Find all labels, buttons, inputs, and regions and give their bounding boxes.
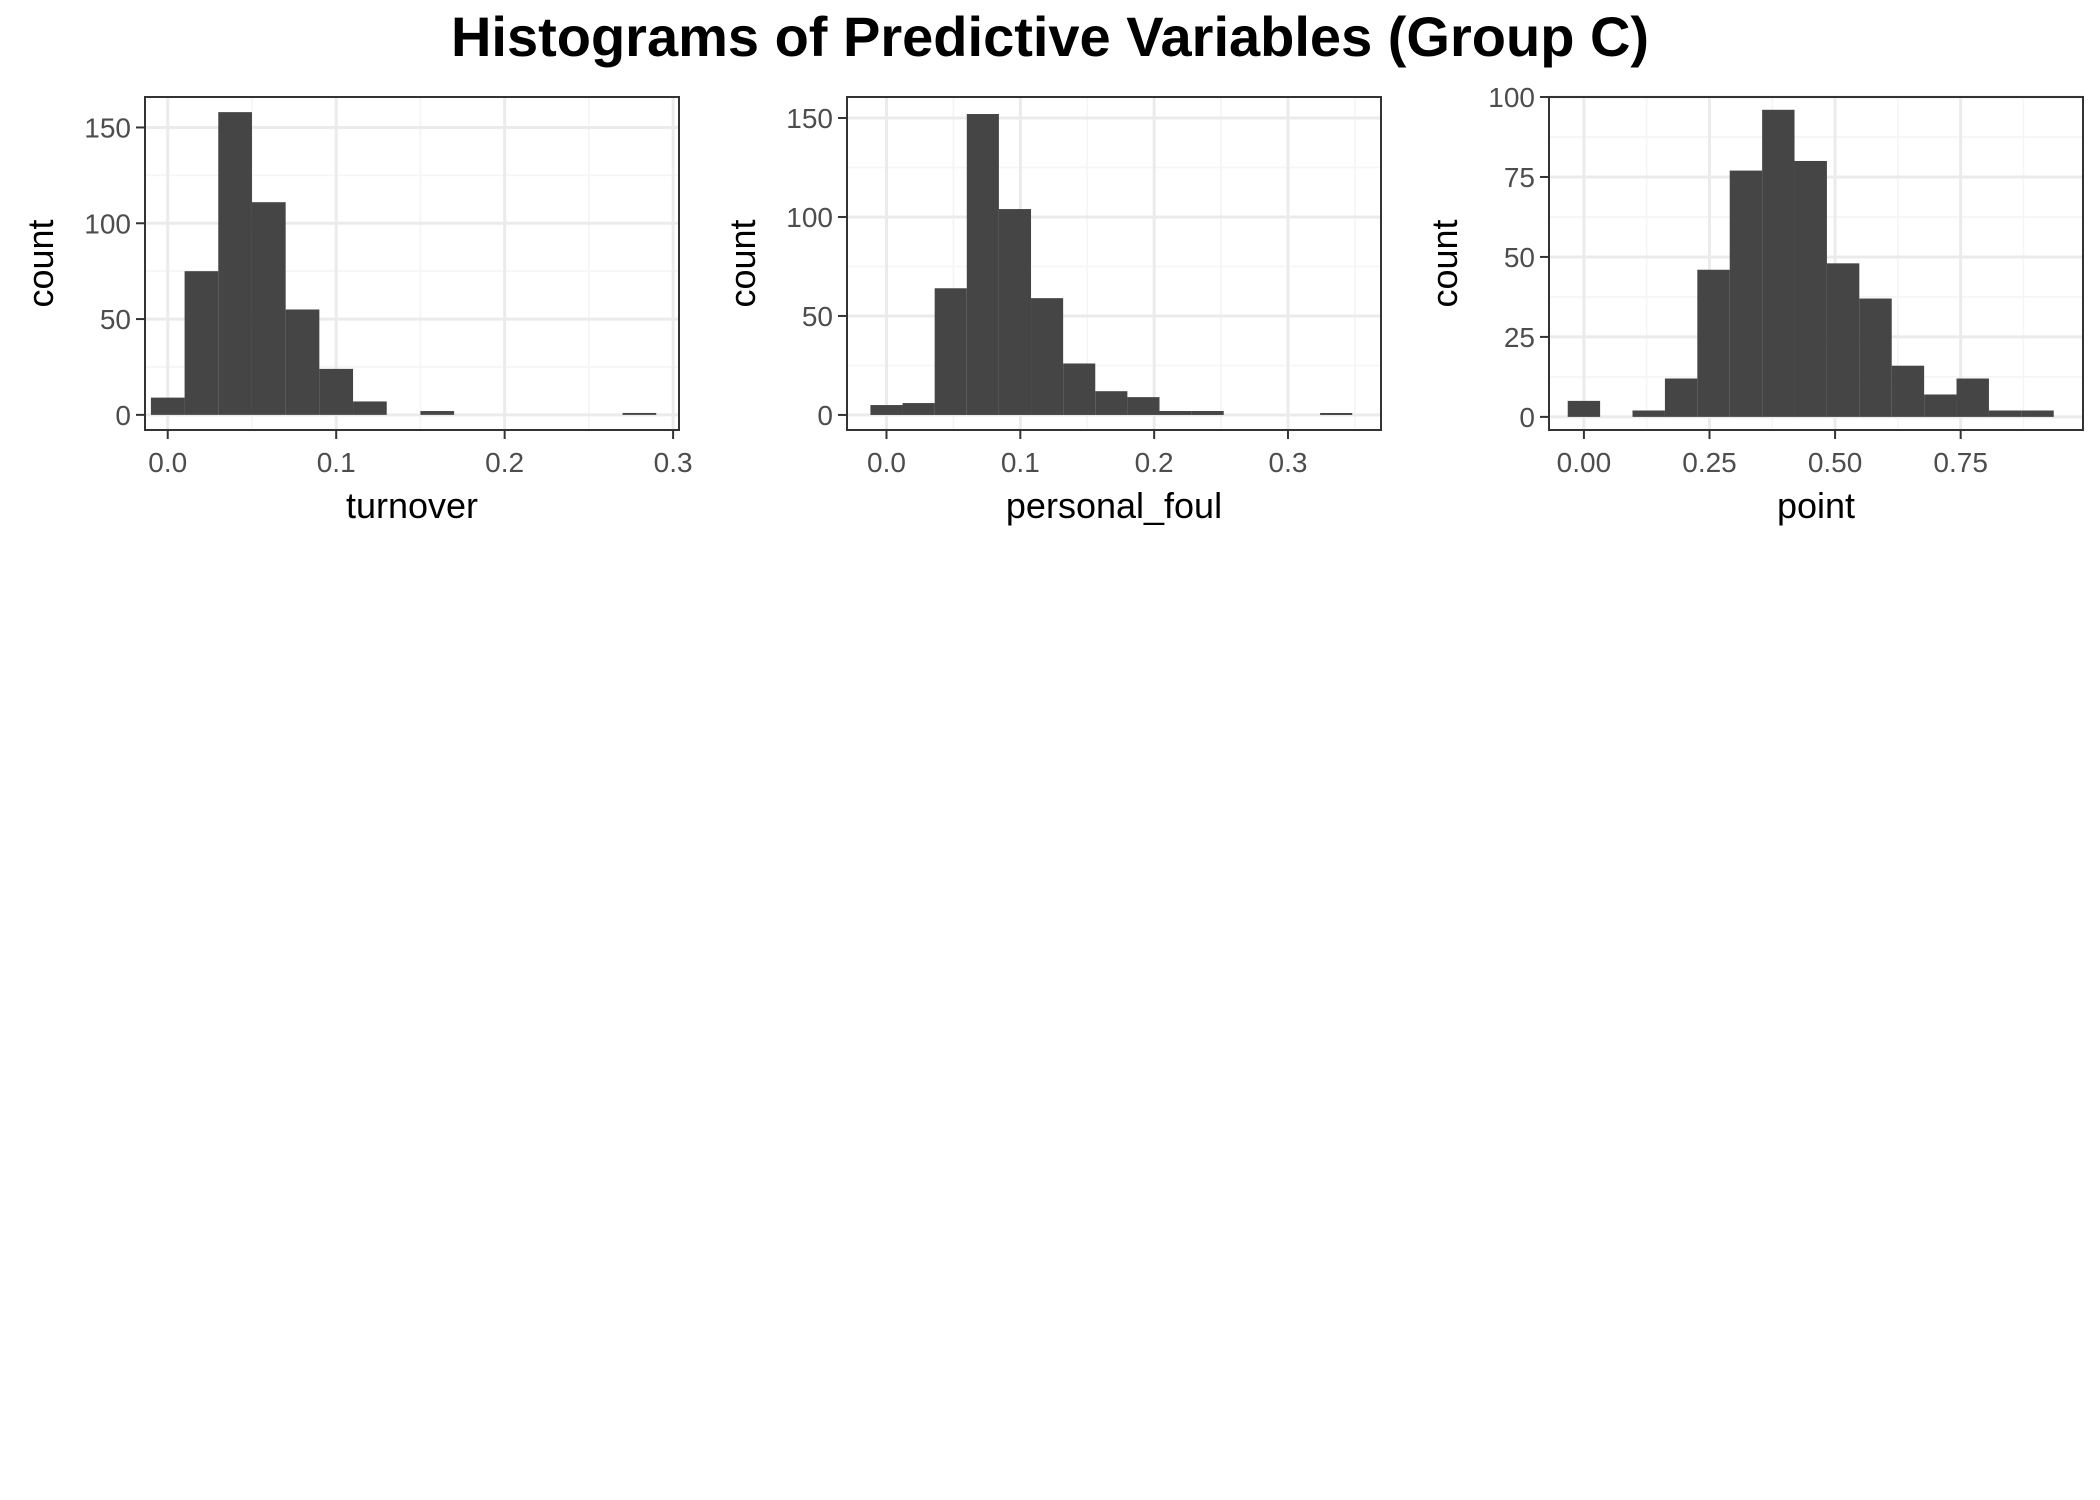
histogram-bar: [1826, 263, 1860, 417]
x-tick-label: 0.25: [1682, 447, 1737, 478]
page-title: Histograms of Predictive Variables (Grou…: [450, 5, 1650, 68]
histogram-bar: [966, 114, 999, 415]
x-tick-label: 0.2: [1135, 447, 1174, 478]
histogram-bar: [1762, 109, 1795, 417]
y-tick-label: 100: [1488, 82, 1535, 113]
histogram-bar: [1859, 298, 1892, 417]
y-tick-label: 150: [84, 112, 131, 143]
y-tick-label: 25: [1504, 322, 1535, 353]
x-tick-label: 0.1: [317, 447, 356, 478]
histogram-bar: [353, 401, 387, 415]
histogram-bar: [902, 403, 935, 415]
y-tick-label: 50: [100, 304, 131, 335]
histogram-bar: [319, 368, 354, 415]
histogram-bar: [1924, 394, 1957, 417]
y-axis-title: count: [20, 219, 61, 307]
histogram-bar: [285, 309, 320, 415]
histogram-bar: [2021, 410, 2054, 417]
y-tick-label: 0: [817, 400, 833, 431]
histogram-bar: [251, 202, 286, 415]
histogram-bar: [1159, 410, 1192, 415]
y-tick-label: 150: [786, 103, 833, 134]
panel-border: [846, 96, 1382, 431]
x-axis-title: point: [1777, 485, 1855, 526]
histogram-bar: [1095, 391, 1128, 415]
histogram-bar: [998, 209, 1032, 415]
histogram-bar: [1567, 400, 1601, 417]
histogram-bar: [934, 288, 967, 415]
y-tick-label: 75: [1504, 162, 1535, 193]
x-tick-label: 0.00: [1557, 447, 1612, 478]
x-axis-title: turnover: [346, 485, 478, 526]
x-axis-title: personal_foul: [1006, 485, 1222, 526]
histogram-bar: [1891, 365, 1925, 417]
y-tick-label: 0: [115, 400, 131, 431]
x-tick-label: 0.0: [867, 447, 906, 478]
histogram-panel-turnover: 0 50 100 150 0.0 0.1 0.2 0.3 turnover count: [20, 96, 693, 526]
y-tick-label: 50: [1504, 242, 1535, 273]
x-tick-label: 0.1: [1001, 447, 1040, 478]
histogram-panel-personal-foul: 0 50 100 150 0.0 0.1 0.2 0.3 personal_foul count: [722, 96, 1382, 526]
histogram-bar: [1988, 410, 2022, 417]
histogram-bar: [1031, 298, 1064, 415]
histogram-bar: [1191, 410, 1224, 415]
x-tick-label: 0.50: [1808, 447, 1863, 478]
histogram-bar: [1063, 363, 1096, 415]
y-axis-title: count: [1424, 219, 1465, 307]
y-tick-label: 50: [802, 301, 833, 332]
y-axis-title: count: [722, 219, 763, 307]
y-tick-label: 100: [84, 208, 131, 239]
histogram-bar: [1320, 412, 1353, 415]
histogram-bar: [1632, 410, 1665, 417]
x-tick-label: 0.0: [148, 447, 187, 478]
histogram-bar: [420, 411, 455, 415]
histogram-panel-point: 0 25 50 75 100 0.00 0.25 0.50 0.75 point count: [1424, 82, 2084, 526]
histogram-bar: [218, 112, 252, 415]
histogram-bar: [622, 412, 657, 415]
x-tick-label: 0.75: [1933, 447, 1988, 478]
x-tick-label: 0.2: [485, 447, 524, 478]
histogram-bar: [1956, 378, 1989, 417]
histogram-bar: [1697, 269, 1730, 417]
panel-border: [1548, 96, 2084, 431]
x-tick-label: 0.3: [654, 447, 693, 478]
histogram-bar: [1664, 378, 1698, 417]
y-tick-label: 0: [1519, 402, 1535, 433]
histogram-bar: [184, 271, 219, 415]
histogram-bar: [1127, 397, 1160, 415]
y-tick-label: 100: [786, 202, 833, 233]
panel-border: [144, 96, 680, 431]
histogram-bar: [150, 397, 185, 415]
x-tick-label: 0.3: [1269, 447, 1308, 478]
histogram-bar: [870, 405, 903, 415]
histogram-bar: [1794, 160, 1827, 417]
histogram-bar: [1729, 170, 1763, 417]
